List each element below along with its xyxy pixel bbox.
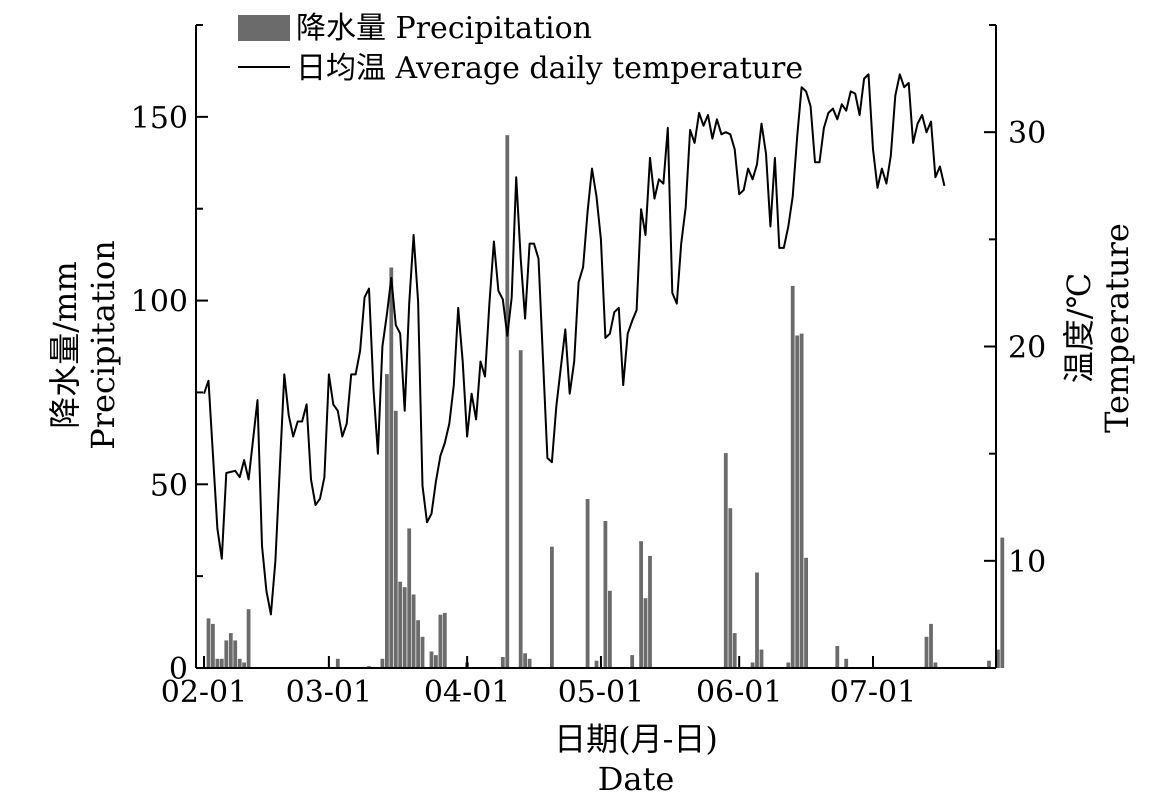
temperature-line (203, 73, 946, 616)
precipitation-bar (219, 658, 224, 668)
precipitation-bar (242, 662, 246, 668)
precipitation-bar (755, 572, 759, 668)
precipitation-bar (402, 587, 407, 668)
precipitation-bar (786, 662, 791, 668)
precipitation-bar (933, 662, 938, 668)
precipitation-bar (434, 655, 438, 668)
x-tick-label: 03-01 (286, 675, 372, 710)
precipitation-bar (750, 662, 755, 668)
precipitation-bar (723, 453, 728, 668)
precipitation-bar (585, 499, 590, 668)
x-tick-label: 07-01 (830, 675, 916, 710)
precipitation-bar (643, 598, 648, 668)
left-ticks: 0 50 100 150 (131, 24, 208, 687)
precipitation-bar (630, 655, 635, 668)
right-tick-label: 30 (1008, 116, 1046, 151)
precipitation-bar (380, 658, 385, 668)
precipitation-bar (228, 633, 233, 668)
precipitation-bar (237, 658, 242, 668)
right-tick-label: 20 (1008, 331, 1046, 366)
precipitation-bar (438, 614, 443, 668)
precipitation-bar (728, 508, 733, 668)
precipitation-bar (608, 590, 612, 668)
x-tick-label: 06-01 (696, 675, 782, 710)
right-ticks: 10 20 30 (984, 24, 1046, 669)
precipitation-bar (523, 653, 527, 668)
x-tick-label: 02-01 (161, 675, 247, 710)
left-axis-subtitle: Precipitation (84, 240, 122, 450)
precipitation-bar (505, 135, 510, 668)
precipitation-bar (500, 657, 505, 668)
precipitation-bar (594, 660, 599, 668)
precipitation-bar (1000, 537, 1005, 668)
precipitation-bar (206, 618, 211, 668)
x-ticks: 02-01 03-01 04-01 05-01 06-01 07-01 (161, 656, 916, 710)
x-tick-label: 04-01 (424, 675, 510, 710)
left-tick-label: 100 (131, 285, 188, 320)
precipitation-bar (527, 658, 532, 668)
precipitation-bar (518, 350, 523, 668)
precipitation-bar (246, 609, 251, 668)
precipitation-bar (385, 374, 389, 668)
precipitation-bar (442, 612, 447, 668)
right-axis-title: 温度/℃ (1060, 273, 1098, 384)
x-axis-title: 日期(月-日) (554, 720, 718, 758)
legend-temperature-label: 日均温 Average daily temperature (296, 51, 803, 86)
precipitation-bar (795, 335, 800, 668)
legend-precipitation-label: 降水量 Precipitation (296, 11, 592, 46)
right-axis-subtitle: Temperature (1098, 223, 1136, 433)
precipitation-bar (398, 581, 403, 668)
precipitation-bar (790, 285, 795, 668)
precipitation-bar (550, 546, 554, 668)
precipitation-bar (996, 649, 1000, 668)
precipitation-bar (429, 651, 434, 668)
precipitation-bars (206, 135, 1005, 668)
legend: 降水量 Precipitation 日均温 Average daily temp… (238, 11, 803, 86)
precipitation-bar (759, 649, 764, 668)
x-tick-label: 05-01 (558, 675, 644, 710)
precipitation-bar (804, 557, 808, 668)
precipitation-bar (393, 410, 398, 668)
left-tick-label: 150 (131, 101, 188, 136)
precipitation-bar (420, 636, 425, 668)
precipitation-bar (844, 658, 849, 668)
precipitation-bar (335, 658, 340, 668)
left-tick-label: 50 (150, 468, 188, 503)
precipitation-bar (732, 633, 737, 668)
legend-bar-swatch (238, 15, 290, 41)
precipitation-bar (416, 620, 420, 668)
right-tick-label: 10 (1008, 545, 1046, 580)
plot-area (203, 73, 1005, 668)
precipitation-bar (648, 555, 652, 668)
precipitation-bar (929, 623, 933, 668)
precipitation-bar (987, 660, 991, 668)
precipitation-bar (411, 594, 416, 668)
precipitation-bar (407, 528, 412, 668)
precipitation-bar (924, 636, 929, 668)
precipitation-bar (233, 640, 238, 668)
left-tick-label: 0 (169, 652, 188, 687)
axes: 02-01 03-01 04-01 05-01 06-01 07-01 0 50 100 150… (131, 24, 1046, 710)
precipitation-bar (603, 521, 608, 668)
precipitation-bar (639, 541, 643, 668)
x-axis-subtitle: Date (598, 760, 675, 798)
precipitation-bar (215, 658, 220, 668)
precipitation-bar (224, 640, 229, 668)
precipitation-bar (389, 267, 394, 668)
precipitation-bar (799, 333, 804, 668)
precipitation-bar (211, 623, 215, 668)
left-axis-title: 降水量/mm (46, 261, 84, 428)
precipitation-bar (835, 646, 840, 668)
